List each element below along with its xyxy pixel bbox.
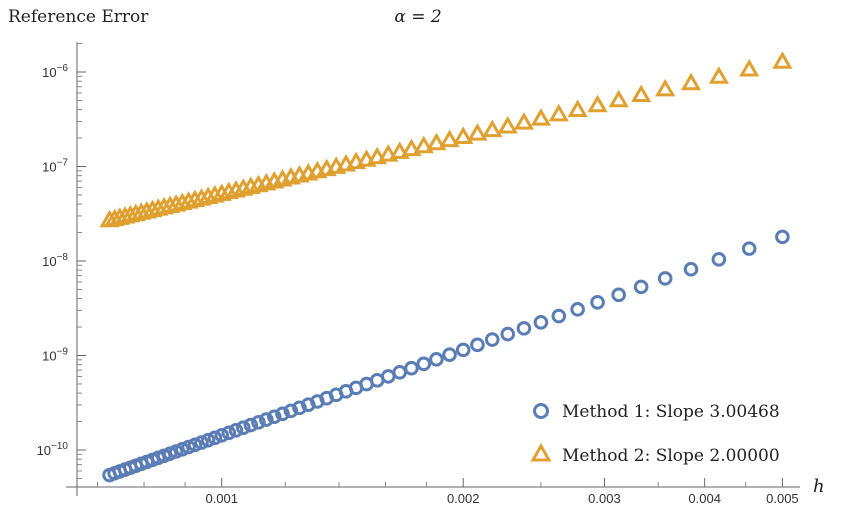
data-point-circle [221,425,237,441]
data-point-triangle [587,94,608,113]
data-point-triangle [378,144,399,162]
data-point-triangle [772,51,793,69]
data-point-triangle [367,146,388,165]
data-point-triangle [316,158,337,177]
x-tick-label: 0.003 [588,491,621,506]
data-point-circle [266,409,282,425]
data-point-circle [551,308,567,324]
data-point-triangle [680,72,702,91]
y-tick-label: 10−10 [37,441,69,458]
legend-circle-marker [533,403,549,419]
legend-item-method-2: Method 2: Slope 2.00000 [530,442,780,466]
data-point-circle [470,337,485,353]
x-tick-label: 0.002 [447,491,480,506]
data-point-circle [392,365,408,380]
data-point-triangle [608,89,629,108]
data-point-circle [194,435,209,450]
data-point-triangle [289,165,310,183]
data-point-circle [455,342,471,358]
data-point-circle [442,347,457,363]
data-point-circle [416,356,432,372]
data-point-triangle [453,126,474,144]
data-point-circle [711,252,727,267]
data-point-triangle [99,209,120,228]
data-point-triangle [439,129,460,148]
data-point-circle [590,295,605,310]
data-point-circle [633,279,649,295]
data-point-circle [207,430,223,446]
y-axis-ticks: 10−10 10−9 10−8 10−7 10−6 [37,43,86,479]
data-point-triangle [389,141,410,159]
data-point-circle [404,360,419,376]
x-tick-label: 0.004 [688,491,721,506]
data-point-triangle [567,99,588,117]
x-axis-label: h [813,476,825,497]
data-point-triangle [426,132,447,151]
data-point-circle [657,271,673,286]
data-point-triangle [298,162,319,181]
data-point-circle [258,412,274,427]
data-point-circle [570,302,585,317]
data-point-triangle [280,167,301,185]
y-axis-label: Reference Error [8,7,149,27]
data-point-circle [200,432,216,448]
data-point-circle [292,400,307,416]
y-tick-label: 10−9 [42,347,68,364]
data-point-circle [775,229,790,245]
legend-triangle-marker [530,442,552,462]
data-point-triangle [497,115,518,134]
data-point-circle [429,352,444,367]
y-tick-label: 10−6 [42,63,68,80]
data-point-triangle [335,154,357,172]
legend-item-method-1: Method 1: Slope 3.00468 [533,402,780,422]
data-point-triangle [467,123,488,141]
data-point-triangle [631,84,652,103]
series-2 [99,51,793,228]
legend-label-method-2: Method 2: Slope 2.00000 [562,446,780,466]
y-tick-label: 10−7 [42,158,68,175]
data-point-circle [236,420,251,436]
data-point-circle [283,403,299,419]
chart-title: α = 2 [394,7,441,27]
series-1 [102,229,790,483]
data-point-circle [516,321,532,336]
data-point-circle [741,241,757,256]
data-point-circle [533,315,549,330]
legend: Method 1: Slope 3.00468 Method 2: Slope … [530,402,780,466]
legend-label-method-1: Method 1: Slope 3.00468 [562,402,780,422]
data-point-triangle [708,66,729,84]
data-point-circle [275,406,290,422]
data-point-circle [187,437,203,453]
y-tick-label: 10−8 [42,252,68,269]
data-point-circle [214,428,230,443]
data-point-triangle [272,169,293,187]
data-point-triangle [326,156,347,174]
data-point-circle [102,467,117,483]
data-point-triangle [513,112,535,130]
data-point-circle [500,326,516,342]
data-point-circle [484,332,500,347]
x-tick-label: 0.001 [205,491,238,506]
data-point-triangle [346,151,367,170]
data-point-triangle [413,135,434,154]
data-point-triangle [655,78,676,97]
data-point-triangle [356,149,377,167]
data-point-circle [251,415,266,430]
data-point-circle [683,261,699,277]
data-point-triangle [401,138,422,157]
data-point-circle [611,287,626,303]
data-point-circle [228,423,244,438]
data-point-triangle [548,103,569,122]
data-point-circle [243,417,259,433]
data-point-triangle [482,119,503,138]
x-axis-ticks: 0.001 0.002 0.003 0.004 0.005 [97,478,799,506]
data-point-triangle [307,160,328,179]
x-tick-label: 0.005 [766,491,799,506]
data-series [99,51,793,483]
data-point-triangle [530,108,552,126]
data-point-triangle [739,59,760,77]
